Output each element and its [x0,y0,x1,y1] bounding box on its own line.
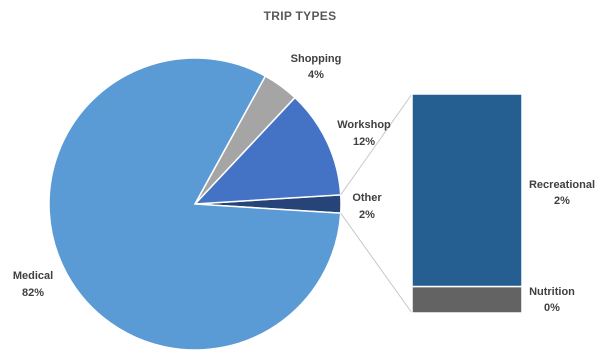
bar-segment-nutrition [411,285,523,314]
pie-slices [48,57,342,351]
pie-slice-medical [48,57,342,351]
bar-label-name-recreational: Recreational [529,179,595,191]
connector-line-top [340,93,413,196]
bar-segment-recreational [411,93,523,288]
slice-label-value-workshop: 12% [353,136,375,148]
bar-label-name-nutrition: Nutrition [529,286,575,298]
slice-label-value-other: 2% [359,209,375,221]
breakdown-bar [411,93,523,314]
slice-label-name-other: Other [352,192,382,204]
connector-lines [340,93,413,314]
slice-label-value-shopping: 4% [308,69,324,81]
slice-label-name-shopping: Shopping [291,53,342,65]
chart-title: TRIP TYPES [264,9,337,23]
connector-line-bottom [340,212,413,314]
pie-slice-workshop [193,96,342,205]
slice-label-name-workshop: Workshop [337,119,391,131]
slice-label-value-medical: 82% [22,287,44,299]
slice-label-name-medical: Medical [13,270,53,282]
bar-label-value-nutrition: 0% [544,302,560,314]
bar-label-value-recreational: 2% [554,195,570,207]
